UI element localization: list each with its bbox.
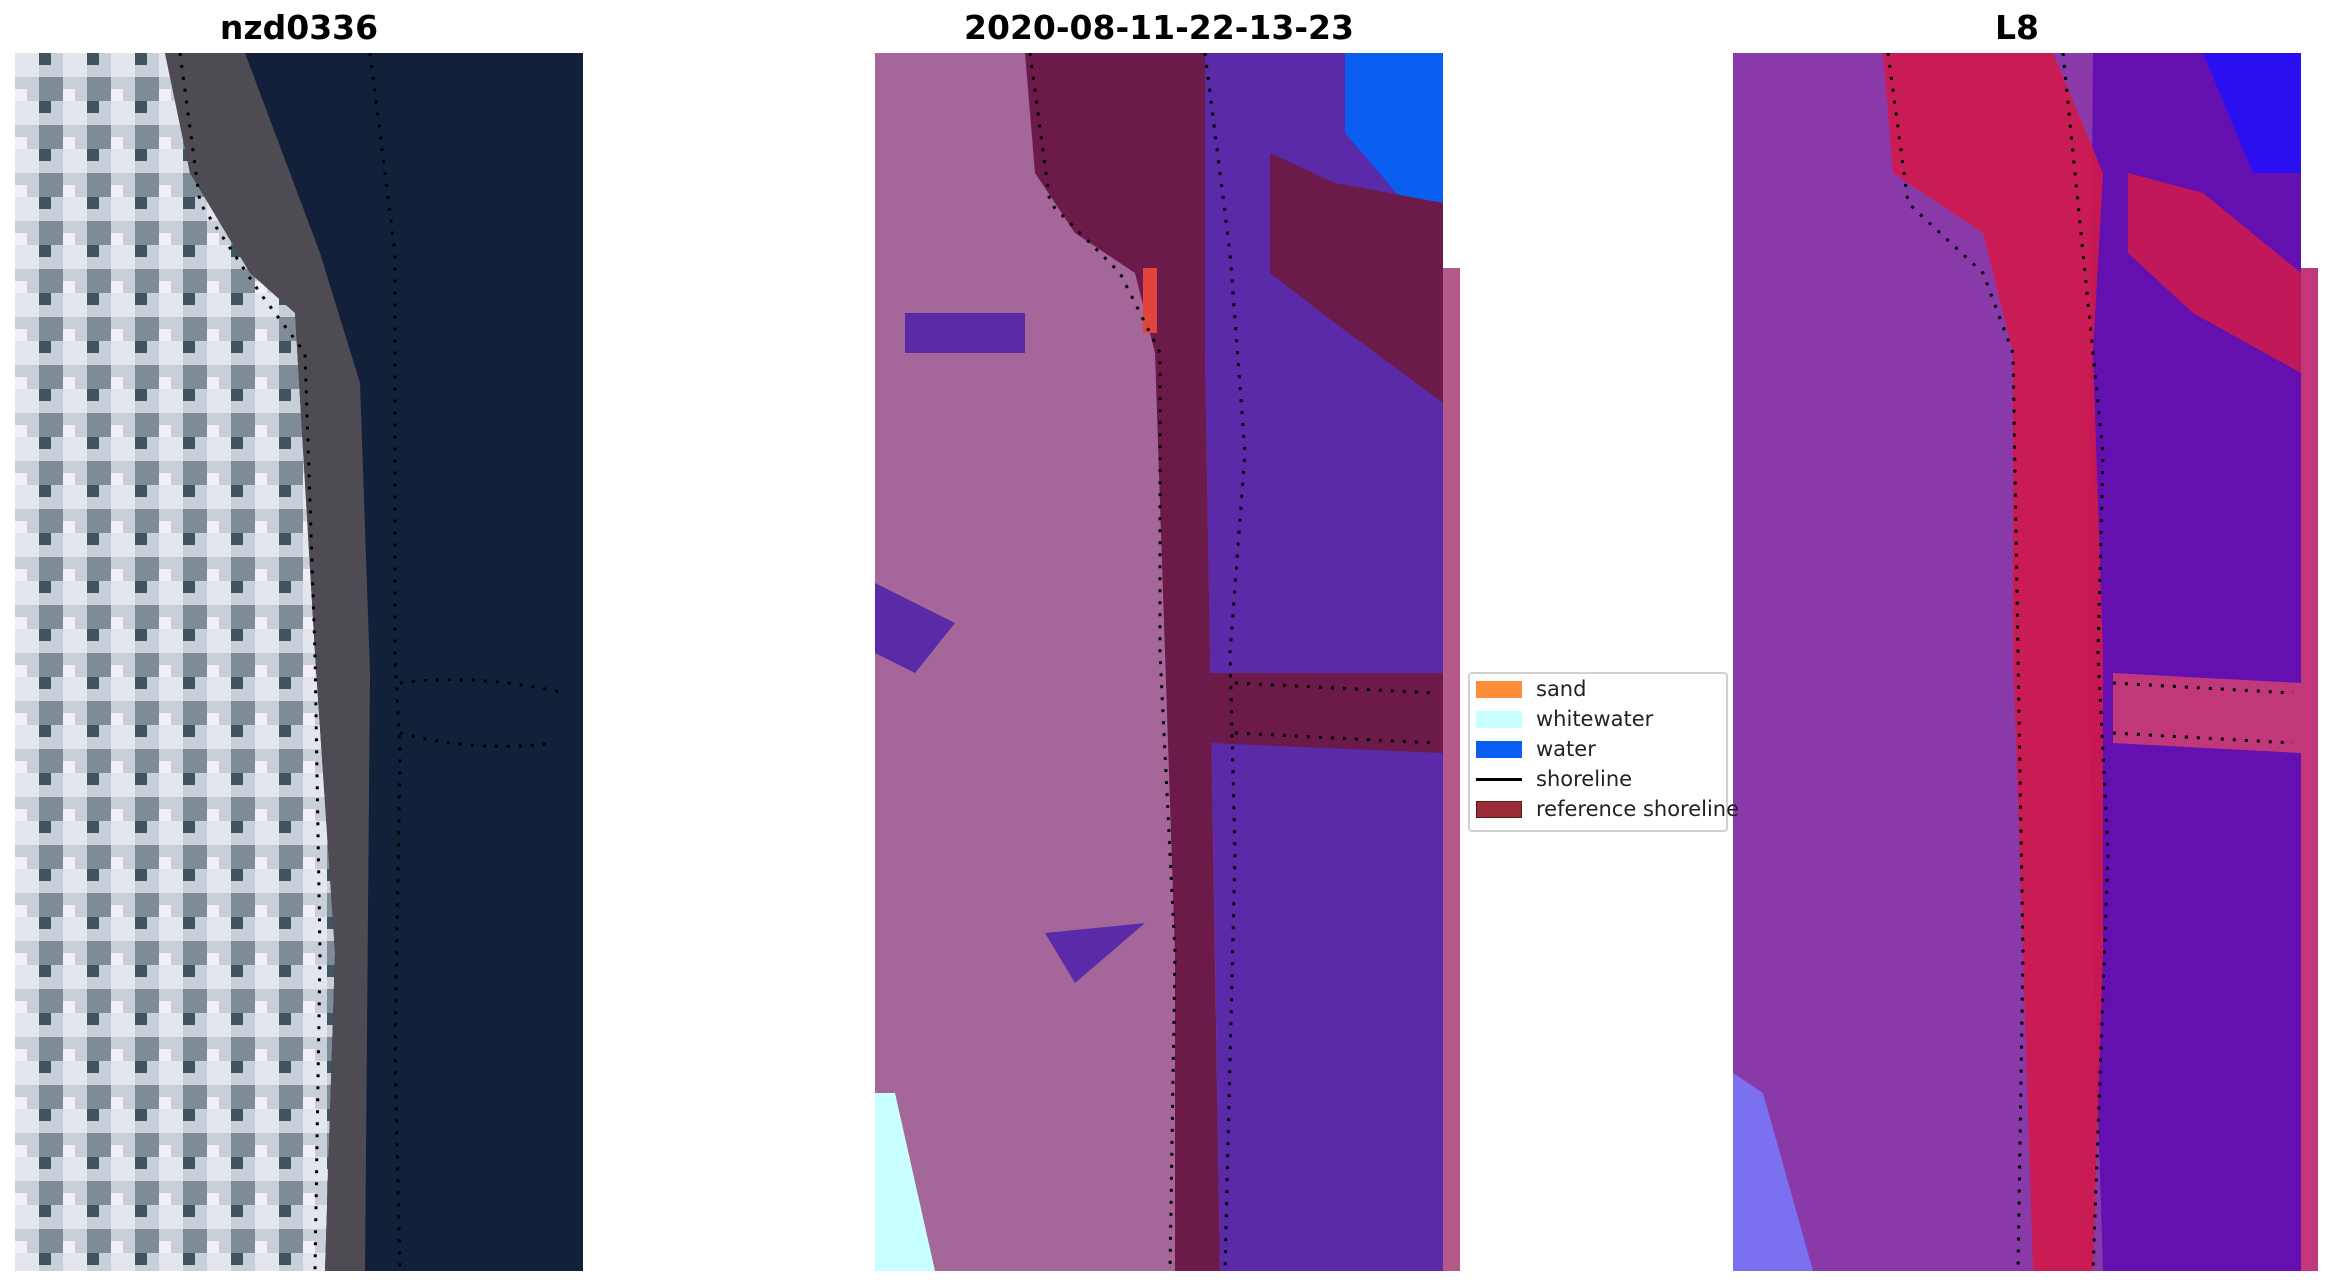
legend-label: shoreline	[1536, 767, 1633, 791]
inlet-class	[1210, 673, 1443, 753]
legend-item-water: water	[1476, 734, 1596, 764]
index-image-panel	[1733, 53, 2318, 1271]
legend-item-shoreline: shoreline	[1476, 764, 1632, 794]
legend-label: reference shoreline	[1536, 797, 1740, 821]
legend-item-reference-shoreline: reference shoreline	[1476, 794, 1739, 824]
channel-dotted	[399, 678, 566, 748]
edge-strip	[2301, 268, 2318, 1271]
inlet-index	[2113, 673, 2301, 753]
panel-title-index: L8	[1995, 8, 2039, 47]
sand-index-strip	[1883, 53, 2103, 1271]
shoreline-line-swatch	[1476, 777, 1522, 781]
beach-strip	[165, 53, 370, 1271]
rgb-image-panel	[15, 53, 583, 1271]
beach-class-area	[1025, 53, 1220, 1271]
whitewater-swatch	[1476, 710, 1522, 728]
reference-shoreline-swatch	[1476, 800, 1522, 818]
classified-image-panel	[875, 53, 1460, 1271]
legend-item-whitewater: whitewater	[1476, 704, 1653, 734]
water-swatch	[1476, 740, 1522, 758]
legend-label: sand	[1536, 677, 1587, 701]
whitewater-class	[875, 1093, 935, 1271]
legend-label: water	[1536, 737, 1596, 761]
sand-class-pixels	[1143, 268, 1157, 333]
deep-water-index	[2203, 53, 2301, 173]
panel-title-rgb: nzd0336	[219, 8, 379, 47]
offshore-channel-class	[1270, 153, 1443, 403]
offshore-index-patch	[2128, 173, 2301, 373]
land-water-patch	[905, 313, 1025, 353]
land-water-patch-3	[1045, 923, 1145, 983]
legend-label: whitewater	[1536, 707, 1654, 731]
water-index-area	[2088, 53, 2301, 1271]
panel-title-classified: 2020-08-11-22-13-23	[964, 8, 1354, 47]
shallow-water-index	[1733, 1073, 1813, 1271]
legend-item-sand: sand	[1476, 674, 1586, 704]
edge-strip	[1443, 268, 1460, 1271]
deep-water-class	[1345, 53, 1443, 203]
sand-swatch	[1476, 680, 1522, 698]
land-water-patch-2	[875, 583, 955, 673]
land-area	[15, 53, 335, 1271]
legend: sand whitewater water shoreline referenc…	[1468, 672, 1739, 832]
